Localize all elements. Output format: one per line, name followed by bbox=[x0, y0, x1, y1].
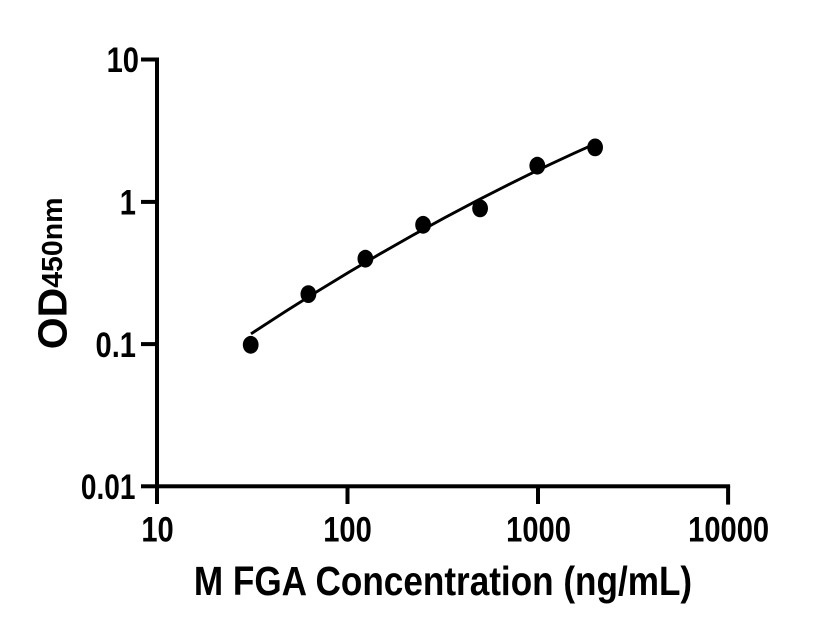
svg-text:1: 1 bbox=[120, 183, 136, 222]
svg-text:0.01: 0.01 bbox=[81, 467, 136, 507]
svg-text:1000: 1000 bbox=[506, 510, 571, 549]
svg-text:10: 10 bbox=[107, 40, 139, 79]
svg-text:10000: 10000 bbox=[688, 510, 769, 549]
svg-text:100: 100 bbox=[323, 510, 372, 549]
svg-text:M FGA Concentration (ng/mL): M FGA Concentration (ng/mL) bbox=[194, 558, 692, 604]
svg-text:OD450nm: OD450nm bbox=[30, 197, 76, 349]
svg-text:0.1: 0.1 bbox=[96, 325, 136, 364]
svg-text:10: 10 bbox=[141, 510, 173, 549]
